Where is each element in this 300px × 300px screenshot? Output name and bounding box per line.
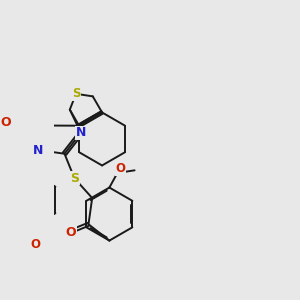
Text: O: O xyxy=(65,226,76,239)
Text: N: N xyxy=(33,143,44,157)
Text: O: O xyxy=(1,116,11,129)
Text: O: O xyxy=(115,162,125,175)
Text: O: O xyxy=(31,238,41,250)
Text: N: N xyxy=(76,126,86,139)
Text: S: S xyxy=(70,172,79,185)
Text: S: S xyxy=(72,87,80,100)
